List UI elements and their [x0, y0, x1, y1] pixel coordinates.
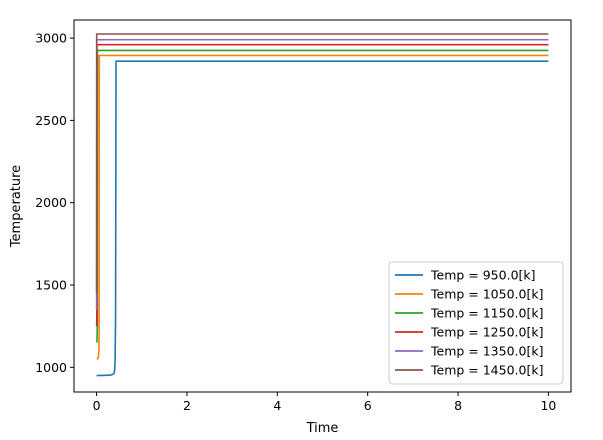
series-layer: [95, 33, 549, 377]
x-axis-label: Time: [306, 421, 339, 436]
y-tick-label: 3000: [35, 31, 67, 46]
legend-label-1: Temp = 1050.0[k]: [430, 287, 543, 302]
series-line-0: [96, 60, 549, 377]
x-tick-label: 10: [540, 398, 556, 413]
y-tick-label: 1500: [35, 278, 67, 293]
legend-label-4: Temp = 1350.0[k]: [430, 344, 543, 359]
series-line-2: [95, 49, 549, 344]
legend: Temp = 950.0[k] Temp = 1050.0[k] Temp = 11…: [388, 261, 564, 385]
series-line-5: [95, 33, 549, 294]
y-axis: 1000 1500 2000 2500 3000: [35, 31, 74, 375]
legend-label-2: Temp = 1150.0[k]: [430, 306, 543, 321]
series-line-3: [95, 43, 549, 327]
legend-label-3: Temp = 1250.0[k]: [430, 325, 543, 340]
legend-label-5: Temp = 1450.0[k]: [430, 363, 543, 378]
legend-label-0: Temp = 950.0[k]: [430, 268, 536, 283]
x-tick-label: 8: [454, 398, 462, 413]
series-line-1: [96, 54, 549, 360]
x-axis: 0 2 4 6 8 10: [93, 392, 556, 413]
y-tick-label: 2500: [35, 113, 67, 128]
y-tick-label: 2000: [35, 195, 67, 210]
x-tick-label: 6: [364, 398, 372, 413]
x-tick-label: 0: [93, 398, 101, 413]
y-tick-label: 1000: [35, 360, 67, 375]
y-axis-label: Temperature: [9, 165, 24, 248]
legend-box: [388, 261, 564, 385]
x-tick-label: 4: [273, 398, 281, 413]
x-tick-label: 2: [183, 398, 191, 413]
plot-frame: [73, 19, 572, 393]
